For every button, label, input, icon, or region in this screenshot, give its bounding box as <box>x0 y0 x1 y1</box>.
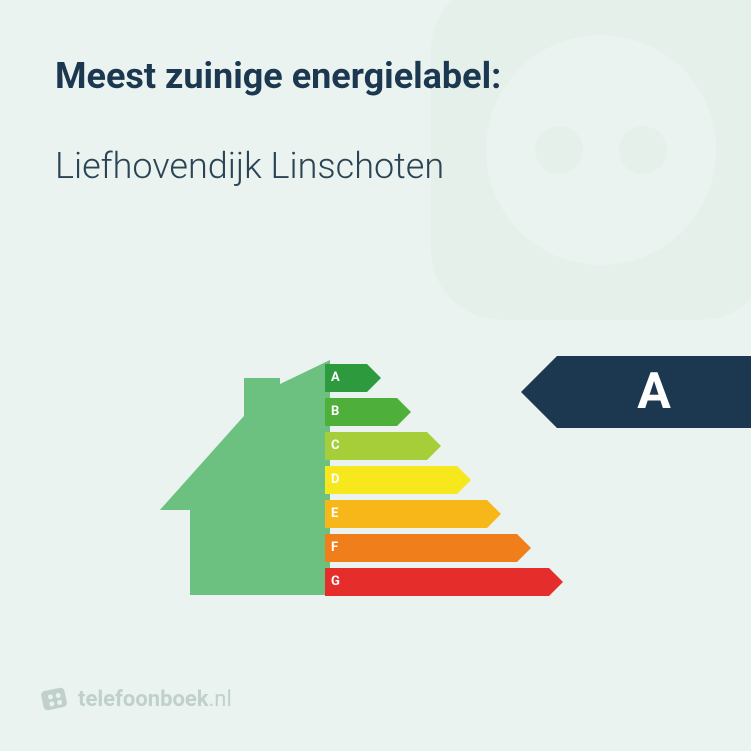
bar-label: D <box>331 466 339 494</box>
bar-shape <box>325 432 441 460</box>
bar-label: F <box>331 534 338 562</box>
bar-label: E <box>331 500 338 528</box>
bar-shape <box>325 500 501 528</box>
location-name: Liefhovendijk Linschoten <box>55 145 696 187</box>
brand-text: telefoonboek.nl <box>78 687 232 712</box>
energy-label-chart: ABCDEFG A <box>0 342 751 622</box>
bar-label: C <box>331 432 340 460</box>
bar-shape <box>325 534 531 562</box>
bar-label: B <box>331 398 339 426</box>
bar-shape <box>325 568 563 596</box>
rating-value: A <box>557 356 751 428</box>
brand-light: .nl <box>209 687 232 712</box>
bar-shape <box>325 466 471 494</box>
footer-brand: telefoonboek.nl <box>40 685 232 713</box>
house-icon <box>160 360 330 595</box>
bar-label: G <box>331 568 340 596</box>
page-title: Meest zuinige energielabel: <box>55 55 696 97</box>
bar-label: A <box>331 364 340 392</box>
brand-bold: telefoonboek <box>78 687 209 712</box>
brand-icon <box>40 685 68 713</box>
